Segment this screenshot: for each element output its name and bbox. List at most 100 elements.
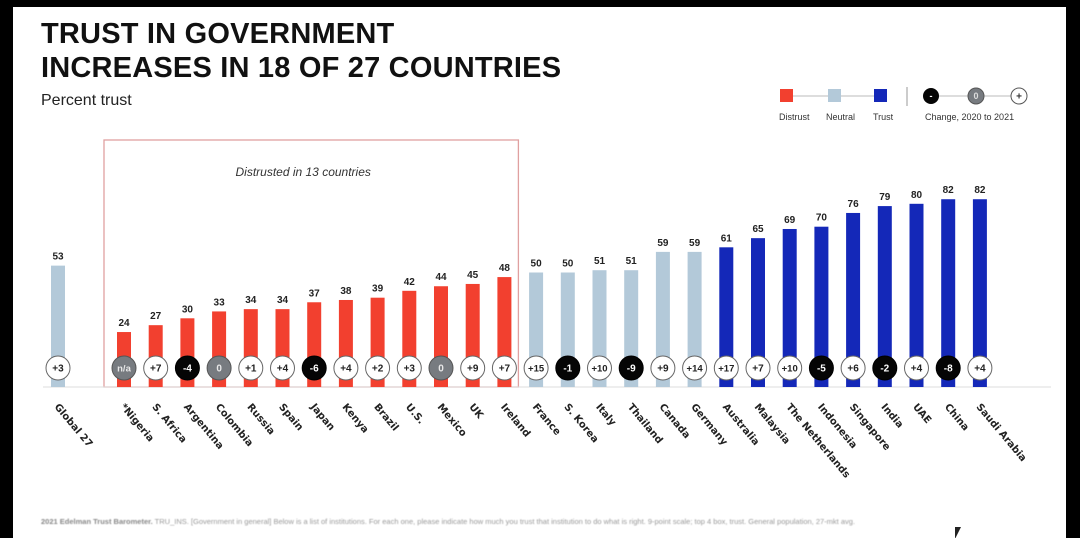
change-label: +9 xyxy=(467,364,479,375)
mouse-cursor-icon xyxy=(955,527,961,538)
value-label: 51 xyxy=(626,256,638,267)
value-label: 59 xyxy=(689,238,701,249)
change-badge xyxy=(238,355,264,381)
value-label: 44 xyxy=(435,272,447,283)
value-label: 24 xyxy=(118,318,130,329)
value-label: 80 xyxy=(911,190,923,201)
value-label: 79 xyxy=(879,192,891,203)
change-badge xyxy=(650,355,676,381)
change-badge xyxy=(840,355,866,381)
change-label: +2 xyxy=(372,364,384,375)
bar xyxy=(751,238,765,387)
value-label: 38 xyxy=(340,286,352,297)
title-line-2: INCREASES IN 18 OF 27 COUNTRIES xyxy=(41,52,562,84)
change-label: +15 xyxy=(528,364,545,375)
value-label: 59 xyxy=(657,238,669,249)
value-label: 37 xyxy=(309,288,321,299)
change-label: +4 xyxy=(277,364,289,375)
change-label: +10 xyxy=(782,364,798,375)
distrust-annotation: Distrusted in 13 countries xyxy=(235,165,370,179)
change-badge xyxy=(460,355,486,381)
change-badge xyxy=(333,355,359,381)
value-label: 50 xyxy=(562,259,574,270)
bar xyxy=(941,199,956,387)
value-label: 45 xyxy=(467,270,479,281)
change-badge xyxy=(206,355,232,381)
change-badge xyxy=(713,355,739,381)
bar xyxy=(877,206,892,387)
change-badge xyxy=(111,355,137,381)
value-label: 27 xyxy=(150,311,162,322)
change-badge xyxy=(618,355,644,381)
value-label: 48 xyxy=(499,263,511,274)
category-label: China xyxy=(942,402,971,433)
value-label: 53 xyxy=(52,252,64,263)
change-badge xyxy=(45,355,71,381)
category-label: Kenya xyxy=(340,402,371,436)
change-badge xyxy=(491,355,517,381)
bar xyxy=(655,251,670,387)
change-badge xyxy=(270,355,295,381)
category-label: India xyxy=(879,402,906,431)
change-badge xyxy=(365,355,391,381)
chart-title: TRUST IN GOVERNMENT INCREASES IN 18 OF 2… xyxy=(41,17,561,85)
change-badge xyxy=(301,355,327,381)
change-label: n/a xyxy=(117,364,131,375)
change-label: 0 xyxy=(438,364,444,375)
change-badge xyxy=(587,355,612,381)
change-badge xyxy=(143,355,169,381)
bar-chart: Distrusted in 13 countries 53 +3 Global 27 2… xyxy=(43,139,1051,481)
value-label: 39 xyxy=(372,284,384,295)
change-badge xyxy=(808,355,834,381)
change-label: +4 xyxy=(974,364,986,375)
change-label: +7 xyxy=(752,364,764,375)
value-label: 61 xyxy=(721,233,733,244)
category-label: UAE xyxy=(910,402,933,426)
bar xyxy=(719,247,734,387)
bar xyxy=(687,251,702,387)
change-badge xyxy=(904,355,929,381)
category-label: Ireland xyxy=(498,402,532,440)
category-label: Italy xyxy=(593,402,618,429)
footnote-text: TRU_INS. [Government in general] Below i… xyxy=(152,517,856,526)
change-label: 0 xyxy=(216,364,222,375)
value-label: 34 xyxy=(245,295,257,306)
change-label: -9 xyxy=(627,364,636,375)
category-label: Global 27 xyxy=(52,402,95,450)
category-label: Brazil xyxy=(371,402,400,434)
category-label: France xyxy=(530,402,563,438)
category-label: Japan xyxy=(307,401,336,433)
category-label: The Netherlands xyxy=(783,402,851,481)
value-label: 50 xyxy=(531,259,543,270)
footnote-source: 2021 Edelman Trust Barometer. xyxy=(41,517,153,526)
change-badge xyxy=(682,355,708,381)
title-line-1: TRUST IN GOVERNMENT xyxy=(41,18,395,50)
value-label: 51 xyxy=(594,256,606,267)
change-badge xyxy=(555,355,581,381)
change-label: +1 xyxy=(245,364,257,375)
change-label: +10 xyxy=(591,364,607,375)
change-label: +17 xyxy=(718,364,734,375)
bar xyxy=(814,226,829,387)
change-badge xyxy=(967,355,993,381)
value-label: 69 xyxy=(784,215,796,226)
category-label: Saudi Arabia xyxy=(974,402,1029,464)
value-label: 65 xyxy=(752,224,764,235)
change-label: +14 xyxy=(687,364,704,375)
value-label: 76 xyxy=(848,199,860,210)
change-label: +7 xyxy=(499,364,511,375)
change-label: -6 xyxy=(310,364,319,375)
change-badge xyxy=(872,355,898,381)
change-badge xyxy=(174,355,200,381)
change-badge xyxy=(777,355,803,381)
change-label: -1 xyxy=(563,364,572,375)
change-badge xyxy=(935,355,961,381)
change-label: -4 xyxy=(183,364,192,375)
category-label: Russia xyxy=(245,402,277,437)
change-label: +4 xyxy=(911,364,923,375)
bar xyxy=(972,199,987,387)
change-badge xyxy=(745,355,771,381)
value-label: 82 xyxy=(943,185,955,196)
category-label: Spain xyxy=(276,402,305,433)
bar xyxy=(782,228,797,387)
